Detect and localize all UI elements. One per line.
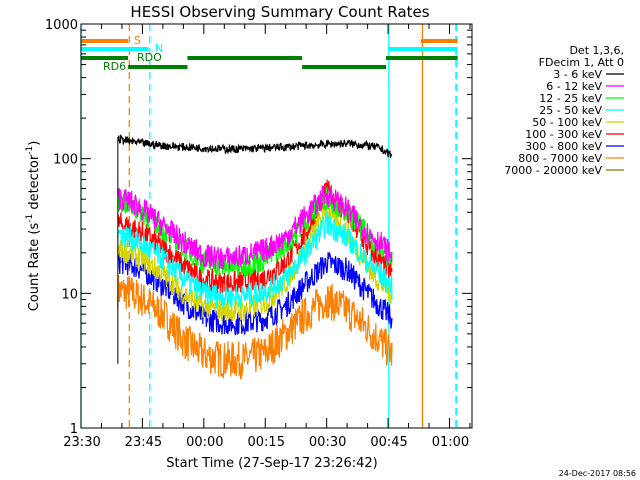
y-axis-label: Count Rate (s-1 detector-1): [25, 141, 42, 312]
series-line-25to50keV: [117, 211, 393, 310]
x-tick-label: 23:45: [125, 435, 162, 450]
x-axis-label: Start Time (27-Sep-17 23:26:42): [166, 456, 377, 471]
x-tick-label: 00:00: [186, 435, 223, 450]
y-axis-label-sup2: -1: [25, 146, 35, 155]
y-tick-label: 100: [53, 153, 78, 168]
legend-label: 100 - 300 keV: [525, 128, 602, 141]
legend-label: 50 - 100 keV: [532, 116, 602, 129]
footer-timestamp: 24-Dec-2017 08:56: [559, 469, 636, 478]
legend-header-2: FDecim 1, Att 0: [539, 56, 624, 69]
y-tick-label: 1: [70, 422, 78, 437]
y-tick-label: 1000: [45, 18, 78, 33]
x-tick-label: 00:45: [370, 435, 407, 450]
chart-title: HESSI Observing Summary Count Rates: [130, 3, 429, 21]
y-axis-label-mid: detector: [27, 154, 42, 214]
flag-label-rdo: RDO: [137, 51, 162, 64]
series-line-6to12keV: [117, 184, 393, 270]
legend-label: 25 - 50 keV: [539, 104, 602, 117]
y-axis-label-main: Count Rate (s: [27, 223, 42, 312]
legend-label: 6 - 12 keV: [546, 80, 602, 93]
plot-frame: [80, 23, 473, 429]
series-line-3to6keV: [117, 134, 393, 159]
flag-label-n: N: [155, 42, 163, 55]
flag-label-s: S: [134, 34, 141, 47]
legend-label: 800 - 7000 keV: [518, 152, 602, 165]
y-axis-label-sup1: -1: [25, 214, 35, 223]
legend-label: 300 - 800 keV: [525, 140, 602, 153]
vertical-markers: [80, 24, 458, 428]
x-tick-label: 23:30: [63, 435, 100, 450]
x-tick-label: 00:15: [248, 435, 285, 450]
x-tick-label: 01:00: [432, 435, 469, 450]
series-line-800to7000keV: [117, 274, 393, 380]
legend-label: 7000 - 20000 keV: [504, 164, 602, 177]
x-axis: 23:30 23:45 00:00 00:15 00:30 00:45 01:00: [63, 24, 471, 450]
series-group: [117, 134, 393, 380]
x-tick-label: 00:30: [309, 435, 346, 450]
y-axis: 1 10 100 1000: [45, 18, 472, 437]
y-axis-label-end: ): [27, 141, 42, 146]
legend-label: 12 - 25 keV: [539, 92, 602, 105]
y-tick-label: 10: [61, 287, 78, 302]
flag-label-rd6: RD6: [103, 60, 126, 73]
legend-header-1: Det 1,3,6,: [569, 44, 624, 57]
legend-label: 3 - 6 keV: [553, 68, 602, 81]
